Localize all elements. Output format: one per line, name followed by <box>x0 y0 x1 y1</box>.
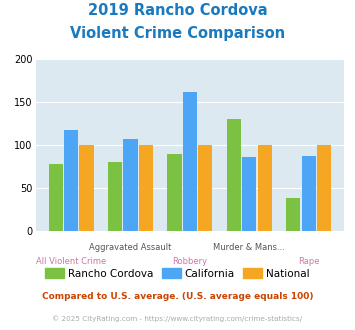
Text: Compared to U.S. average. (U.S. average equals 100): Compared to U.S. average. (U.S. average … <box>42 292 313 301</box>
Bar <box>242 157 256 231</box>
Text: Murder & Mans...: Murder & Mans... <box>213 243 285 252</box>
Bar <box>227 119 241 231</box>
Bar <box>80 145 94 231</box>
Bar <box>302 156 316 231</box>
Text: All Violent Crime: All Violent Crime <box>36 257 106 266</box>
Text: Rape: Rape <box>298 257 320 266</box>
Bar <box>49 164 63 231</box>
Bar <box>108 162 122 231</box>
Text: 2019 Rancho Cordova: 2019 Rancho Cordova <box>88 3 267 18</box>
Bar <box>258 145 272 231</box>
Text: Aggravated Assault: Aggravated Assault <box>89 243 172 252</box>
Bar <box>286 198 300 231</box>
Text: Robbery: Robbery <box>173 257 207 266</box>
Bar <box>183 92 197 231</box>
Text: Violent Crime Comparison: Violent Crime Comparison <box>70 26 285 41</box>
Bar <box>167 154 182 231</box>
Bar <box>64 130 78 231</box>
Bar <box>317 145 331 231</box>
Bar <box>198 145 213 231</box>
Bar <box>124 139 138 231</box>
Text: © 2025 CityRating.com - https://www.cityrating.com/crime-statistics/: © 2025 CityRating.com - https://www.city… <box>53 315 302 322</box>
Bar <box>139 145 153 231</box>
Legend: Rancho Cordova, California, National: Rancho Cordova, California, National <box>41 264 314 283</box>
